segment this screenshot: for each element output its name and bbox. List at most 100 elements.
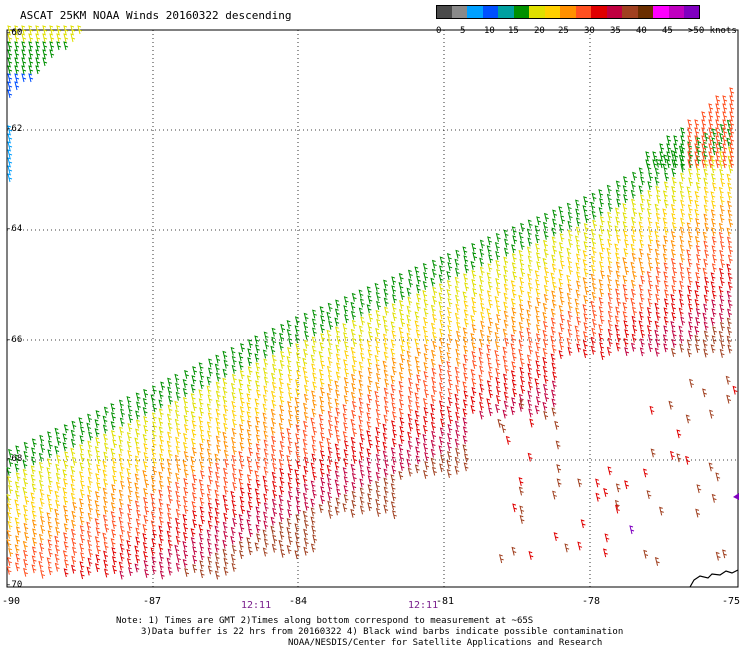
wind-barb [278, 503, 284, 513]
wind-barb [582, 250, 588, 259]
wind-barb [303, 420, 308, 430]
wind-barb [398, 470, 404, 480]
wind-barb [503, 229, 509, 239]
wind-barb [406, 332, 412, 342]
wind-barb [207, 547, 213, 557]
wind-barb [103, 478, 109, 488]
wind-barb [679, 226, 685, 236]
wind-barb [319, 396, 325, 406]
wind-barb [655, 239, 661, 249]
wind-barb [502, 409, 508, 419]
wind-barb [671, 168, 677, 177]
wind-barb [263, 466, 269, 476]
wind-barb [38, 452, 44, 462]
wind-barb [294, 397, 300, 407]
wind-barb [278, 386, 284, 396]
wind-barb [7, 125, 13, 135]
wind-barb [383, 324, 389, 334]
wind-barb [503, 310, 509, 320]
wind-barb [398, 443, 404, 453]
wind-barb [592, 219, 598, 229]
wind-barb [471, 270, 477, 279]
wind-barb [431, 367, 437, 377]
wind-barb [622, 302, 628, 311]
wind-barb [87, 512, 93, 522]
wind-barb [319, 378, 325, 388]
wind-barb [152, 403, 158, 413]
wind-barb [727, 191, 733, 201]
wind-barb [600, 270, 606, 280]
wind-barb [406, 341, 412, 351]
wind-barb [7, 511, 13, 521]
wind-barb [454, 285, 460, 295]
wind-barb [519, 285, 525, 295]
wind-barb [79, 426, 85, 436]
wind-barb [22, 540, 28, 550]
time-label-1: 12:11 [241, 600, 272, 611]
wind-barb [398, 326, 404, 336]
wind-barb [631, 306, 637, 316]
wind-barb [94, 536, 100, 546]
wind-barb [136, 509, 142, 519]
wind-barb [31, 555, 37, 565]
wind-barb [343, 494, 349, 504]
wind-barb [199, 542, 205, 552]
wind-barb [406, 458, 412, 468]
wind-barb [663, 199, 669, 209]
wind-barb [607, 292, 613, 302]
wind-barb [14, 25, 20, 35]
wind-barb [94, 518, 100, 528]
wind-barb [542, 356, 548, 366]
wind-barb [664, 289, 670, 299]
wind-barb [383, 414, 389, 424]
wind-barb [391, 285, 397, 295]
wind-barb [486, 335, 492, 345]
wind-barb [62, 442, 68, 452]
wind-barb [487, 281, 493, 291]
wind-barb [270, 426, 276, 436]
wind-barb [47, 485, 53, 495]
wind-barb [263, 358, 269, 368]
wind-barb [416, 365, 421, 375]
wind-barb [350, 346, 356, 356]
wind-barb [271, 471, 277, 481]
wind-barb [463, 300, 469, 310]
wind-barb [295, 343, 301, 353]
wind-barb [673, 151, 679, 161]
wind-barb [652, 151, 658, 161]
wind-barb [614, 324, 620, 334]
wind-barb [463, 318, 469, 328]
wind-barb [191, 483, 197, 493]
wind-barb [262, 421, 268, 431]
wind-barb [616, 198, 622, 208]
wind-barb [680, 159, 686, 169]
wind-barb [551, 254, 557, 264]
wind-barb [143, 550, 148, 560]
wind-barb [255, 434, 261, 444]
wind-barb [190, 528, 196, 538]
wind-barb [232, 481, 238, 491]
wind-barb [327, 509, 333, 519]
wind-barb [646, 325, 652, 334]
wind-barb [639, 302, 644, 312]
wind-barb [230, 490, 236, 500]
wind-barb [136, 401, 141, 411]
wind-barb [703, 177, 709, 187]
wind-barb [567, 310, 573, 320]
wind-barb [87, 539, 92, 549]
wind-barb [279, 476, 285, 486]
wind-barb [295, 379, 300, 389]
wind-barb [488, 254, 494, 264]
wind-barb [320, 477, 326, 487]
wind-barb [544, 266, 549, 276]
wind-barb [447, 388, 453, 397]
wind-barb [415, 401, 421, 411]
wind-barb [679, 235, 685, 245]
wind-barb [310, 543, 316, 553]
wind-barb [158, 525, 164, 535]
wind-barb [312, 309, 317, 319]
wind-barb [679, 334, 684, 344]
wind-barb [272, 462, 277, 472]
wind-barb [63, 541, 69, 551]
wind-barb [286, 320, 292, 329]
